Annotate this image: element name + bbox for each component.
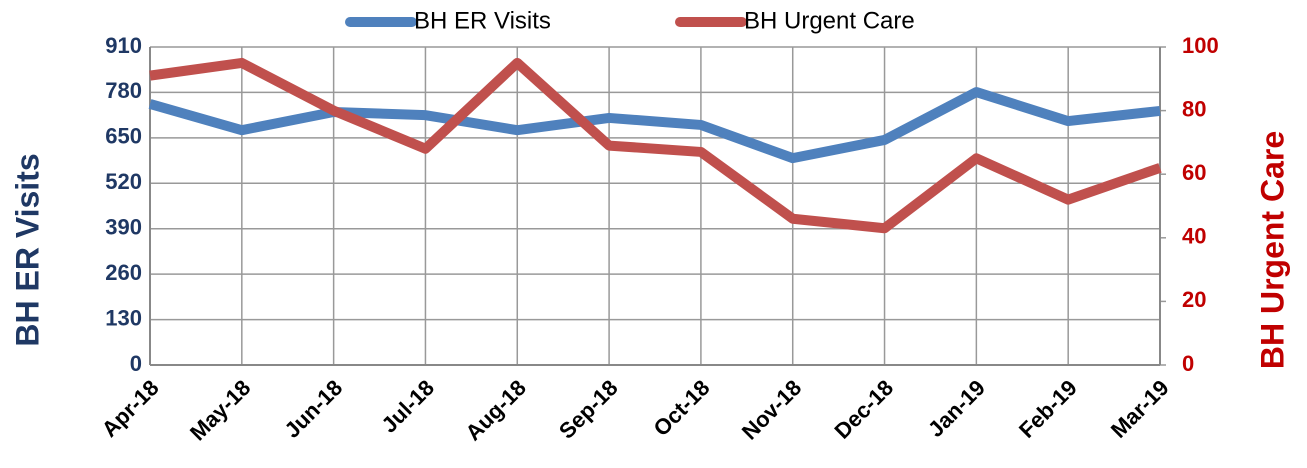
y-tick-label: 910 xyxy=(105,33,142,58)
legend-label: BH ER Visits xyxy=(414,7,551,34)
x-tick-label: Apr-18 xyxy=(97,375,164,442)
series-line xyxy=(148,87,1161,164)
y-tick-label: 390 xyxy=(105,215,142,240)
y-tick-label: 0 xyxy=(130,351,142,376)
y2-tick-label: 60 xyxy=(1182,160,1206,185)
x-tick-label: Feb-19 xyxy=(1014,375,1082,443)
legend-label: BH Urgent Care xyxy=(744,7,915,34)
y-tick-label: 520 xyxy=(105,169,142,194)
x-tick-label: Sep-18 xyxy=(554,375,623,444)
y-tick-label: 130 xyxy=(105,305,142,330)
y-tick-label: 260 xyxy=(105,260,142,285)
y-axis-title: BH ER Visits xyxy=(9,153,45,346)
x-tick-label: May-18 xyxy=(185,375,255,445)
x-tick-label: Oct-18 xyxy=(648,375,714,441)
y2-tick-label: 40 xyxy=(1182,224,1206,249)
y2-tick-label: 80 xyxy=(1182,96,1206,121)
x-tick-label: Jul-18 xyxy=(376,375,439,438)
y-tick-label: 780 xyxy=(105,78,142,103)
x-tick-label: Aug-18 xyxy=(461,375,531,445)
y2-tick-label: 20 xyxy=(1182,287,1206,312)
y2-axis-title: BH Urgent Care xyxy=(1254,131,1290,369)
y-tick-label: 650 xyxy=(105,124,142,149)
series-line xyxy=(149,57,1162,234)
x-tick-label: Mar-19 xyxy=(1106,375,1174,443)
x-tick-label: Jun-18 xyxy=(279,375,347,443)
x-tick-label: Dec-18 xyxy=(829,375,898,444)
x-tick-label: Jan-19 xyxy=(923,375,990,442)
y2-tick-label: 0 xyxy=(1182,351,1194,376)
x-tick-label: Nov-18 xyxy=(737,375,807,445)
y2-tick-label: 100 xyxy=(1182,33,1219,58)
